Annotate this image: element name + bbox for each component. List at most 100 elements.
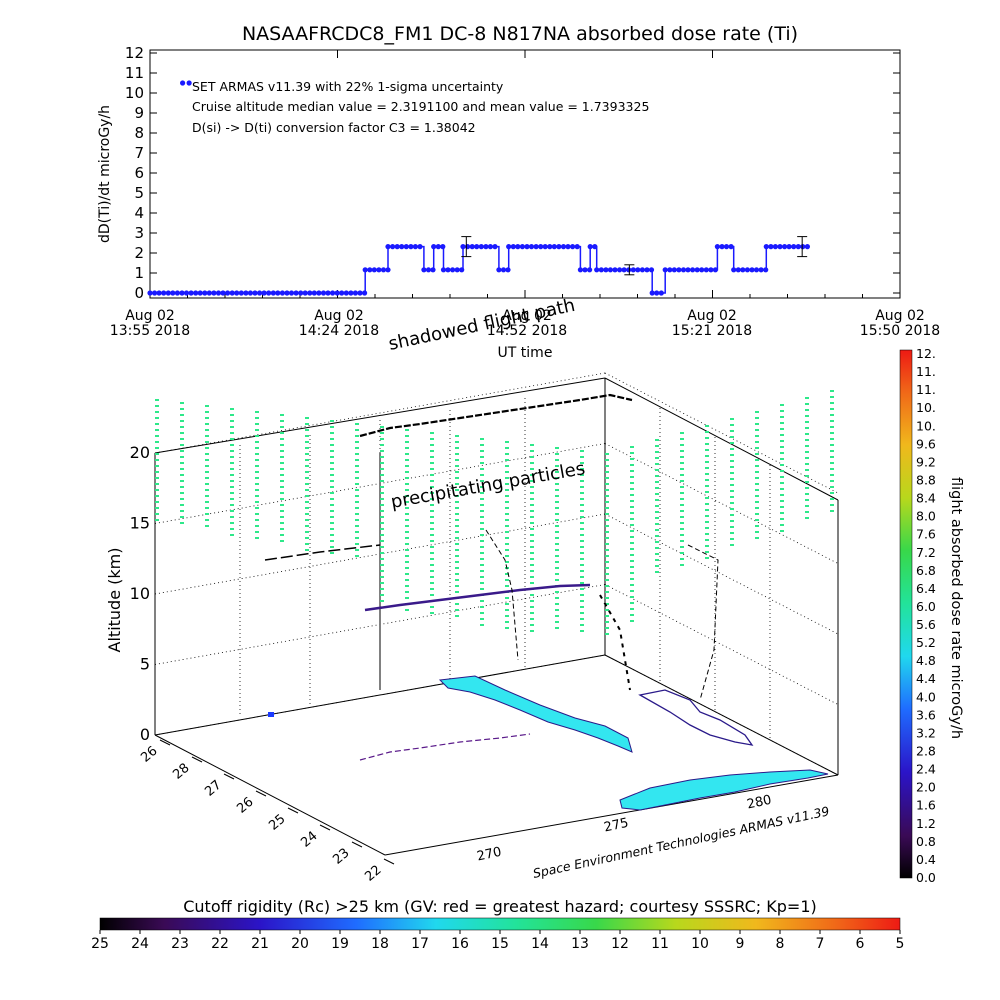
right-colorbar-tick: 5.2 <box>916 635 936 650</box>
y-tick-label: 6 <box>134 164 144 182</box>
top-annotations: SET ARMAS v11.39 with 22% 1-sigma uncert… <box>192 79 649 135</box>
right-colorbar-ticks: 12. 11. 11. 10. 10. 9.6 9.2 8.8 8.4 8.0 7.6 7.2 6.8 6… <box>916 346 936 885</box>
data-point <box>719 244 725 250</box>
data-point <box>288 290 295 296</box>
bottom-colorbar-tick: 17 <box>411 936 429 952</box>
data-point <box>694 267 700 273</box>
data-point <box>528 244 535 250</box>
data-point <box>165 290 171 296</box>
data-point <box>538 244 544 250</box>
lon-tick-label: 275 <box>603 816 630 836</box>
dose-rate-error-bars <box>461 236 808 276</box>
right-colorbar-tick: 10. <box>916 418 936 433</box>
lat-tick-mark <box>223 773 235 780</box>
data-point <box>298 290 304 296</box>
data-point <box>460 244 466 250</box>
data-point <box>425 267 432 273</box>
data-point <box>390 244 396 250</box>
shadowed-flight-path-lines <box>264 529 719 701</box>
lat-tick-mark <box>287 807 299 814</box>
right-colorbar-tick: 8.0 <box>916 509 936 524</box>
z-ticks: 0 5 10 15 20 <box>130 443 150 744</box>
data-point <box>334 290 340 296</box>
coast-trace-3 <box>359 393 633 438</box>
data-point <box>667 267 673 273</box>
y-tick-label: 7 <box>134 144 144 162</box>
bottom-colorbar-tick: 24 <box>131 936 149 952</box>
cuba-island <box>619 769 829 811</box>
data-point <box>671 267 677 273</box>
data-point <box>658 290 664 296</box>
data-point <box>712 267 719 273</box>
data-point <box>431 244 437 250</box>
dose-rate-series <box>147 80 811 296</box>
florida-peninsula <box>438 675 633 753</box>
data-point <box>229 290 235 296</box>
bottom-colorbar-tick: 21 <box>251 936 269 952</box>
data-point <box>680 267 687 273</box>
data-point <box>152 290 158 296</box>
lat-tick-mark <box>159 739 171 746</box>
data-point <box>685 267 691 273</box>
data-point <box>284 290 290 296</box>
longitude-ticks: 270 275 280 <box>476 793 773 865</box>
data-point <box>403 244 409 250</box>
data-point <box>533 244 539 250</box>
data-point <box>551 244 557 250</box>
data-point <box>547 244 553 250</box>
data-point <box>772 244 779 250</box>
lat-tick-label: 26 <box>138 744 160 766</box>
data-point <box>735 267 741 273</box>
data-point <box>412 244 418 250</box>
data-point <box>435 244 441 250</box>
right-colorbar-tick: 3.2 <box>916 725 936 740</box>
x-tick-time-5: 15:50 2018 <box>860 323 940 339</box>
right-colorbar-tick: 6.8 <box>916 563 936 578</box>
grid-line <box>604 443 839 564</box>
data-point <box>367 267 373 273</box>
lat-tick-label: 28 <box>170 761 192 783</box>
box-edge <box>604 377 839 501</box>
data-point <box>492 244 498 250</box>
data-point <box>193 290 199 296</box>
precipitating-particles-field <box>155 390 834 635</box>
coast-trace-2 <box>364 583 591 612</box>
data-point <box>587 267 593 273</box>
lat-tick-mark <box>255 790 267 797</box>
data-point <box>478 244 484 250</box>
box-edge <box>154 377 606 454</box>
data-point <box>339 290 345 296</box>
annotation-line-1: SET ARMAS v11.39 with 22% 1-sigma uncert… <box>192 79 504 94</box>
data-point <box>454 267 460 273</box>
data-point <box>430 267 436 273</box>
bottom-colorbar-tick: 14 <box>531 936 549 952</box>
data-point <box>399 244 405 250</box>
data-point <box>320 290 327 296</box>
data-point <box>749 267 755 273</box>
data-point <box>385 267 391 273</box>
data-point <box>352 290 358 296</box>
bottom-colorbar-tick: 23 <box>171 936 189 952</box>
annotation-precipitating: precipitating particles <box>389 458 586 513</box>
data-point <box>202 290 208 296</box>
data-point <box>156 290 162 296</box>
data-point <box>795 244 801 250</box>
data-point <box>186 80 192 86</box>
data-point <box>731 267 737 273</box>
right-colorbar-tick: 9.2 <box>916 454 936 469</box>
data-point <box>617 267 623 273</box>
data-point <box>542 244 548 250</box>
box-edge <box>154 734 386 856</box>
y-tick-label: 11 <box>125 64 144 82</box>
blue-marker <box>268 712 274 717</box>
right-colorbar-tick: 0.8 <box>916 834 936 849</box>
data-point <box>215 290 222 296</box>
y-tick-label: 10 <box>125 84 144 102</box>
data-point <box>560 244 567 250</box>
right-colorbar-tick: 0.0 <box>916 870 936 885</box>
right-colorbar-tick: 2.8 <box>916 744 936 759</box>
data-point <box>782 244 788 250</box>
data-point <box>621 267 627 273</box>
data-point <box>662 267 668 273</box>
right-colorbar-tick: 6.0 <box>916 599 936 614</box>
